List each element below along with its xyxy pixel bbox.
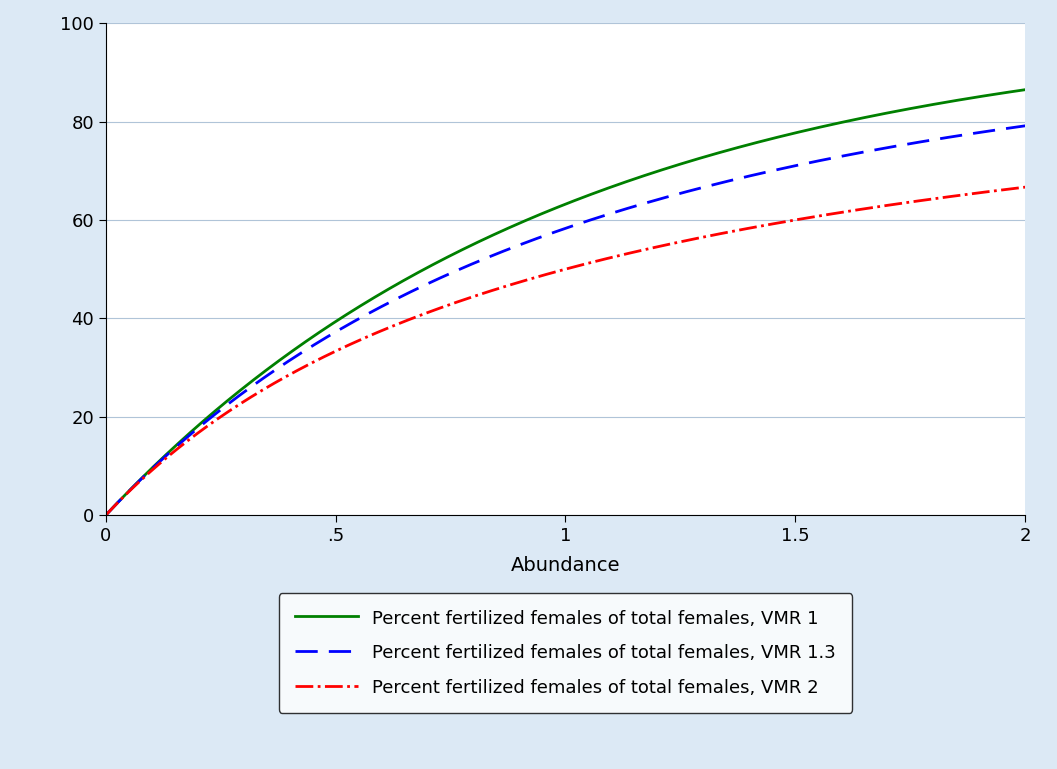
X-axis label: Abundance: Abundance xyxy=(511,556,620,575)
Percent fertilized females of total females, VMR 1.3 xyxy=(993,125,1005,135)
Percent fertilized females of total females, VMR 1.3 xyxy=(823,154,836,163)
Percent fertilized females of total females, VMR 1.3 xyxy=(146,464,159,473)
Percent fertilized females of total females, VMR 1.3 xyxy=(991,125,1004,135)
Percent fertilized females of total females, VMR 2 xyxy=(1019,182,1032,191)
Line: Percent fertilized females of total females, VMR 1.3: Percent fertilized females of total fema… xyxy=(106,126,1025,515)
Percent fertilized females of total females, VMR 1 xyxy=(146,463,159,472)
Percent fertilized females of total females, VMR 2 xyxy=(993,186,1005,195)
Legend: Percent fertilized females of total females, VMR 1, Percent fertilized females o: Percent fertilized females of total fema… xyxy=(279,593,852,713)
Percent fertilized females of total females, VMR 1 xyxy=(522,215,535,224)
Percent fertilized females of total females, VMR 2 xyxy=(146,465,159,474)
Percent fertilized females of total females, VMR 1 xyxy=(546,205,559,214)
Percent fertilized females of total females, VMR 2 xyxy=(546,268,559,277)
Percent fertilized females of total females, VMR 2 xyxy=(99,511,112,520)
Percent fertilized females of total females, VMR 1.3 xyxy=(546,228,559,238)
Percent fertilized females of total females, VMR 1 xyxy=(991,89,1004,98)
Line: Percent fertilized females of total females, VMR 2: Percent fertilized females of total fema… xyxy=(106,187,1025,515)
Percent fertilized females of total females, VMR 2 xyxy=(991,186,1004,195)
Percent fertilized females of total females, VMR 1.3 xyxy=(1019,122,1032,131)
Percent fertilized females of total females, VMR 1.3 xyxy=(522,237,535,246)
Percent fertilized females of total females, VMR 1.3 xyxy=(99,511,112,520)
Percent fertilized females of total females, VMR 2 xyxy=(522,275,535,284)
Percent fertilized females of total females, VMR 2 xyxy=(823,210,836,219)
Percent fertilized females of total females, VMR 1 xyxy=(823,121,836,130)
Percent fertilized females of total females, VMR 1 xyxy=(1019,85,1032,95)
Percent fertilized females of total females, VMR 1 xyxy=(993,89,1005,98)
Percent fertilized females of total females, VMR 1 xyxy=(99,511,112,520)
Line: Percent fertilized females of total females, VMR 1: Percent fertilized females of total fema… xyxy=(106,90,1025,515)
